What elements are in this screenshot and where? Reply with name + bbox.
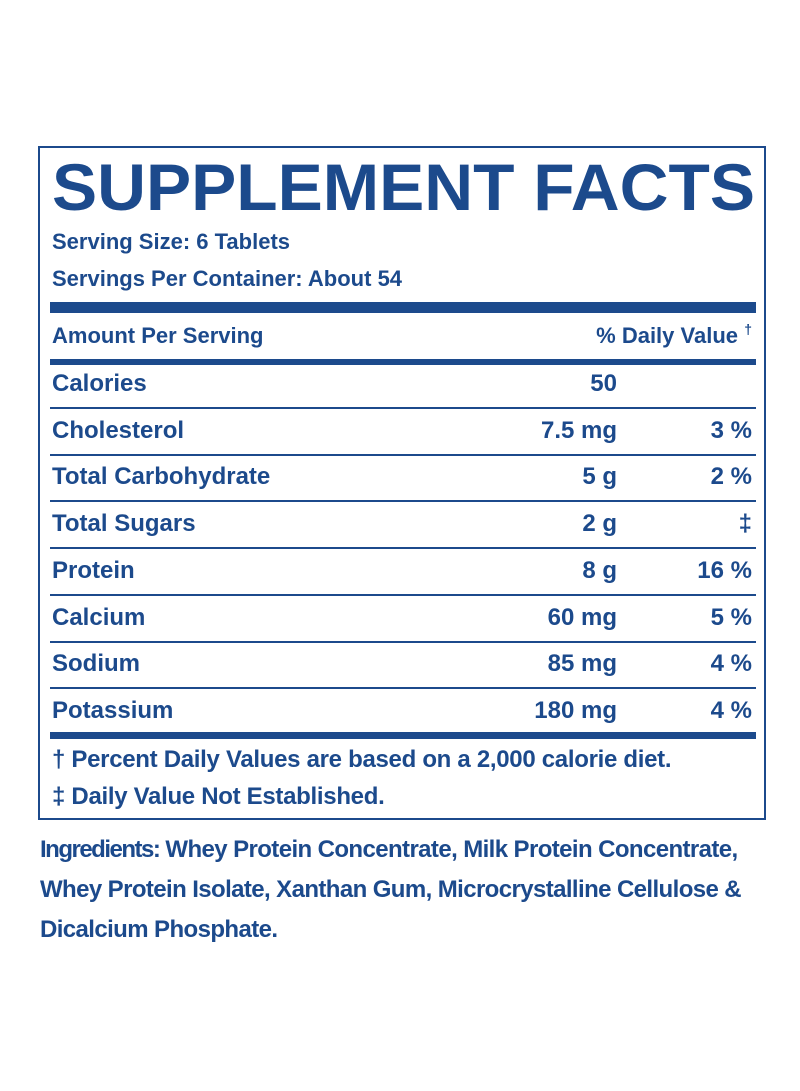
nutrient-amount: 7.5 mg bbox=[540, 416, 617, 444]
footnote: † Percent Daily Values are based on a 2,… bbox=[52, 746, 672, 773]
row-rule bbox=[50, 593, 756, 596]
nutrient-amount: 50 bbox=[590, 370, 617, 397]
row-rule bbox=[50, 547, 756, 550]
daily-value-mark: † bbox=[744, 321, 752, 337]
ingredients-label: Ingredients: bbox=[40, 836, 161, 863]
nutrient-amount: 180 mg bbox=[534, 696, 617, 724]
nutrient-amount: 2 g bbox=[582, 510, 617, 538]
title: SUPPLEMENT FACTS bbox=[52, 150, 755, 224]
ingredients: Ingredients: Whey Protein Concentrate, M… bbox=[40, 830, 770, 950]
nutrient-name: Potassium bbox=[52, 696, 174, 724]
row-rule bbox=[50, 640, 756, 643]
nutrient-name: Calcium bbox=[52, 603, 146, 631]
nutrient-name: Calories bbox=[52, 370, 147, 397]
row-rule bbox=[50, 407, 756, 409]
nutrient-amount: 5 g bbox=[582, 463, 617, 491]
thick-bar bbox=[50, 732, 756, 739]
footnote: ‡ Daily Value Not Established. bbox=[52, 783, 385, 810]
row-rule bbox=[50, 500, 756, 503]
nutrient-name: Total Sugars bbox=[52, 510, 196, 538]
row-rule bbox=[50, 453, 756, 456]
nutrient-dv: 2 % bbox=[710, 463, 752, 491]
amount-header: Amount Per Serving bbox=[52, 323, 264, 348]
nutrient-dv: 4 % bbox=[710, 696, 752, 724]
row-rule bbox=[50, 687, 756, 690]
nutrient-dv: 3 % bbox=[710, 416, 752, 444]
thick-bar bbox=[50, 302, 756, 313]
nutrient-amount: 8 g bbox=[582, 556, 617, 584]
serving-size: Serving Size: 6 Tablets bbox=[52, 229, 291, 254]
medium-bar bbox=[50, 359, 756, 365]
nutrient-dv: 5 % bbox=[710, 603, 752, 631]
nutrient-dv: 4 % bbox=[710, 650, 752, 678]
nutrient-amount: 85 mg bbox=[547, 650, 617, 678]
facts-box bbox=[38, 146, 766, 820]
daily-value-header: % Daily Value bbox=[596, 323, 738, 348]
nutrient-name: Total Carbohydrate bbox=[52, 463, 271, 491]
servings-per-container: Servings Per Container: About 54 bbox=[52, 266, 403, 291]
nutrient-name: Protein bbox=[52, 556, 135, 584]
nutrient-name: Cholesterol bbox=[52, 416, 185, 444]
nutrient-amount: 60 mg bbox=[547, 603, 617, 631]
ingredients-text: Whey Protein Concentrate, Milk Protein C… bbox=[40, 836, 742, 943]
nutrient-dv: ‡ bbox=[738, 510, 752, 538]
title-area: SUPPLEMENT FACTS bbox=[52, 150, 755, 224]
nutrient-dv: 16 % bbox=[697, 556, 752, 584]
nutrient-name: Sodium bbox=[52, 650, 140, 678]
